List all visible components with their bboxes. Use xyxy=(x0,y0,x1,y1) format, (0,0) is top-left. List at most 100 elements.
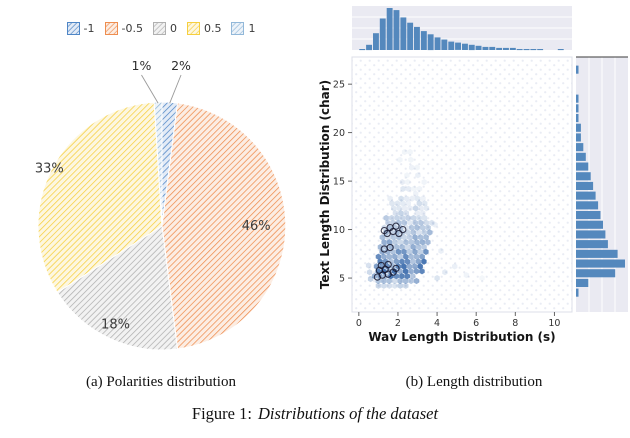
pie-slice--0.5 xyxy=(161,102,287,350)
right-hist-bar xyxy=(576,181,594,190)
right-hist-bar xyxy=(576,288,579,297)
subcaption-b: (b) Length distribution xyxy=(405,374,543,390)
top-hist-bar xyxy=(509,47,516,50)
right-hist-bar xyxy=(576,230,606,239)
x-tick-label: 0 xyxy=(356,318,362,329)
right-hist-bar xyxy=(576,172,591,181)
top-hist-bar xyxy=(537,49,544,51)
x-tick-label: 10 xyxy=(548,318,560,329)
pie-pct-label: 2% xyxy=(171,58,191,73)
scatter-ring-marker xyxy=(399,225,407,234)
right-histogram xyxy=(576,65,625,297)
right-hist-bar xyxy=(576,162,589,171)
right-hist-bar xyxy=(576,65,579,74)
right-hist-bar xyxy=(576,249,618,258)
top-hist-bar xyxy=(420,31,427,50)
right-hist-bar xyxy=(576,114,579,123)
top-hist-bar xyxy=(462,43,468,50)
right-hist-bar xyxy=(576,278,589,287)
right-hist-bar xyxy=(576,143,584,152)
right-hist-bar xyxy=(576,220,603,229)
legend-label: 1 xyxy=(248,22,256,35)
top-hist-bar xyxy=(448,41,455,50)
pie-slice-0.5 xyxy=(37,101,163,294)
top-hist-bar xyxy=(441,39,448,50)
right-hist-bar xyxy=(576,240,608,249)
scatter-ring-marker xyxy=(380,226,388,235)
pie-pct-label: 33% xyxy=(35,162,64,177)
scatter-ring-marker xyxy=(384,260,392,269)
legend-label: 0 xyxy=(169,22,177,35)
y-tick-label: 10 xyxy=(333,225,345,236)
top-hist-bar xyxy=(503,47,509,50)
x-tick-label: 8 xyxy=(512,318,518,329)
scatter-ring-marker xyxy=(386,243,394,252)
legend-swatch-icon xyxy=(186,22,200,35)
pie-slice-0 xyxy=(56,225,179,351)
pie-label-leader xyxy=(141,74,159,104)
top-hist-bar xyxy=(557,49,564,51)
y-axis-label: Text Length Distribution (char) xyxy=(318,80,332,289)
pie-slice-1 xyxy=(153,101,163,227)
y-tick-label: 15 xyxy=(333,176,345,187)
top-hist-bar xyxy=(489,46,496,50)
legend-label: -0.5 xyxy=(121,22,143,35)
legend-swatch-icon xyxy=(104,22,118,35)
legend-item-1: 1 xyxy=(231,22,255,35)
pie-pct-label: 1% xyxy=(132,58,152,73)
top-hist-bar xyxy=(427,34,434,51)
legend-swatch-icon xyxy=(152,22,166,35)
pie-label-leader xyxy=(169,74,182,104)
legend-swatch-icon xyxy=(231,22,245,35)
legend-item-0: 0 xyxy=(152,22,177,35)
pie-pct-label: 18% xyxy=(101,318,130,333)
figure-caption-title: Distributions of the dataset xyxy=(257,404,439,423)
pie-legend: -1 -0.5 0 0.5 1 xyxy=(2,22,320,35)
right-hist-bar xyxy=(576,211,601,220)
length-jointplot-panel: 0 2 4 6 8 10 5 10 15 20 25 Wav Length Distribution … xyxy=(318,0,630,372)
right-hist-bar xyxy=(576,94,579,103)
top-hist-bar xyxy=(530,49,537,51)
top-hist-bar xyxy=(523,49,530,51)
y-tick-label: 5 xyxy=(339,273,345,284)
top-hist-bar xyxy=(407,22,414,50)
y-tick-label: 20 xyxy=(333,128,345,139)
scatter-ring-marker xyxy=(395,229,403,238)
right-hist-bar xyxy=(576,133,581,142)
top-hist-bar xyxy=(393,10,400,51)
subcaption-a: (a) Polarities distribution xyxy=(86,374,236,390)
right-hist-bar xyxy=(576,123,581,132)
legend-item--0.5: -0.5 xyxy=(104,22,143,35)
top-hist-bar xyxy=(414,26,420,50)
x-tick-label: 4 xyxy=(434,318,440,329)
legend-label: 0.5 xyxy=(203,22,222,35)
top-hist-bar xyxy=(434,37,441,50)
jointplot-chart: 0 2 4 6 8 10 5 10 15 20 25 Wav Length Distribution … xyxy=(318,6,628,344)
x-tick-label: 2 xyxy=(395,318,401,329)
y-tick-label: 25 xyxy=(333,79,345,90)
scatter-ring-marker xyxy=(392,222,400,230)
x-tick-label: 6 xyxy=(473,318,479,329)
right-hist-bar xyxy=(576,104,579,113)
polarities-pie-panel: -1 -0.5 0 0.5 1 2% 46% 18% 33% 1% xyxy=(2,0,320,372)
legend-label: -1 xyxy=(83,22,95,35)
figure-caption: Figure 1: Distributions of the dataset xyxy=(0,404,630,424)
top-hist-bar xyxy=(400,17,407,50)
right-hist-bar xyxy=(576,269,616,278)
top-hist-bar xyxy=(468,44,475,51)
right-hist-bar xyxy=(576,152,586,161)
right-hist-bar xyxy=(576,259,625,268)
top-hist-bar xyxy=(386,8,393,50)
x-axis-label: Wav Length Distribution (s) xyxy=(368,330,555,344)
scatter-ring-marker xyxy=(392,264,400,273)
legend-swatch-icon xyxy=(66,22,80,35)
top-histogram xyxy=(359,8,564,51)
scatter-ring-marker xyxy=(373,273,382,281)
top-hist-bar xyxy=(379,18,386,50)
legend-item--1: -1 xyxy=(66,22,95,35)
top-hist-bar xyxy=(516,49,523,51)
top-hist-bar xyxy=(482,46,489,50)
pie-pct-label: 46% xyxy=(242,219,271,234)
pie-chart: 2% 46% 18% 33% 1% xyxy=(35,58,287,351)
